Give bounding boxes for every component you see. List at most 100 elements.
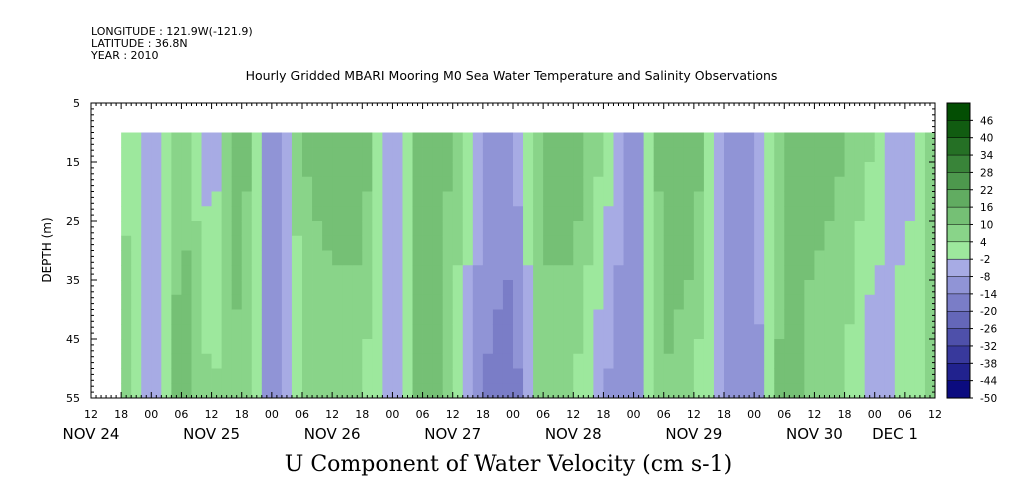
heatmap-cell — [553, 353, 564, 369]
heatmap-cell — [181, 191, 192, 207]
heatmap-cell — [633, 280, 645, 296]
heatmap-cell — [734, 132, 745, 148]
heatmap-cell — [372, 191, 383, 207]
heatmap-cell — [914, 294, 926, 310]
heatmap-cell — [251, 353, 263, 369]
heatmap-cell — [352, 324, 363, 340]
heatmap-cell — [462, 250, 474, 266]
heatmap-cell — [583, 368, 594, 384]
heatmap-cell — [221, 147, 233, 163]
heatmap-cell — [673, 221, 685, 237]
heatmap-cell — [412, 132, 423, 148]
heatmap-cell — [492, 368, 504, 384]
heatmap-cell — [382, 206, 393, 222]
heatmap-cell — [251, 383, 263, 399]
heatmap-cell — [191, 280, 202, 296]
heatmap-cell — [884, 206, 896, 222]
heatmap-cell — [774, 221, 785, 237]
heatmap-cell — [703, 353, 715, 369]
heatmap-cell — [523, 339, 534, 355]
heatmap-cell — [583, 132, 594, 148]
heatmap-cell — [864, 191, 876, 207]
heatmap-cell — [623, 368, 634, 384]
heatmap-cell — [332, 265, 343, 281]
heatmap-cell — [472, 339, 484, 355]
heatmap-cell — [744, 162, 755, 178]
heatmap-cell — [673, 176, 685, 192]
heatmap-cell — [673, 383, 685, 399]
heatmap-cell — [131, 324, 142, 340]
heatmap-cell — [412, 162, 423, 178]
heatmap-cell — [703, 280, 715, 296]
heatmap-cell — [603, 280, 614, 296]
heatmap-cell — [231, 339, 243, 355]
heatmap-cell — [824, 191, 835, 207]
heatmap-cell — [814, 353, 825, 369]
heatmap-cell — [693, 235, 705, 251]
heatmap-cell — [904, 147, 916, 163]
heatmap-cell — [663, 353, 675, 369]
heatmap-cell — [573, 162, 584, 178]
heatmap-cell — [312, 206, 323, 222]
heatmap-cell — [523, 221, 534, 237]
heatmap-cell — [583, 250, 594, 266]
heatmap-cell — [513, 309, 524, 325]
heatmap-cell — [392, 235, 403, 251]
heatmap-cell — [703, 265, 715, 281]
heatmap-cell — [131, 339, 142, 355]
heatmap-cell — [372, 235, 383, 251]
heatmap-cell — [744, 324, 755, 340]
heatmap-cell — [291, 353, 303, 369]
heatmap-cell — [784, 176, 795, 192]
heatmap-cell — [462, 368, 474, 384]
heatmap-cell — [513, 191, 524, 207]
heatmap-cell — [362, 324, 373, 340]
heatmap-cell — [784, 162, 795, 178]
heatmap-cell — [281, 176, 293, 192]
heatmap-cell — [342, 265, 353, 281]
heatmap-cell — [502, 191, 514, 207]
heatmap-cell — [432, 221, 444, 237]
heatmap-cell — [191, 339, 202, 355]
heatmap-cell — [462, 353, 474, 369]
heatmap-cell — [362, 265, 373, 281]
heatmap-cell — [693, 294, 705, 310]
heatmap-cell — [372, 353, 383, 369]
header-longitude: LONGITUDE : 121.9W(-121.9) — [91, 25, 253, 38]
heatmap-cell — [854, 221, 866, 237]
heatmap-cell — [171, 339, 182, 355]
heatmap-cell — [312, 324, 323, 340]
heatmap-cell — [171, 309, 182, 325]
heatmap-cell — [563, 353, 574, 369]
heatmap-cell — [372, 250, 383, 266]
heatmap-cell — [683, 206, 695, 222]
heatmap-cell — [844, 383, 856, 399]
heatmap-cell — [492, 191, 504, 207]
heatmap-cell — [553, 162, 564, 178]
heatmap-cell — [382, 383, 393, 399]
heatmap-cell — [322, 383, 333, 399]
heatmap-cell — [914, 383, 926, 399]
heatmap-cell — [764, 191, 775, 207]
heatmap-cell — [914, 221, 926, 237]
heatmap-cell — [342, 309, 353, 325]
heatmap-cell — [794, 147, 805, 163]
heatmap-cell — [342, 176, 353, 192]
heatmap-cell — [392, 383, 403, 399]
heatmap-cell — [382, 353, 393, 369]
heatmap-cell — [472, 280, 484, 296]
heatmap-cell — [623, 309, 634, 325]
heatmap-cell — [744, 221, 755, 237]
heatmap-cell — [754, 221, 765, 237]
heatmap-cell — [744, 294, 755, 310]
heatmap-cell — [683, 280, 695, 296]
heatmap-cell — [181, 280, 192, 296]
heatmap-cell — [874, 280, 886, 296]
heatmap-cell — [864, 176, 876, 192]
heatmap-cell — [683, 339, 695, 355]
heatmap-cell — [713, 280, 725, 296]
heatmap-cell — [261, 162, 273, 178]
heatmap-cell — [442, 176, 454, 192]
heatmap-cell — [794, 191, 805, 207]
heatmap-cell — [784, 147, 795, 163]
